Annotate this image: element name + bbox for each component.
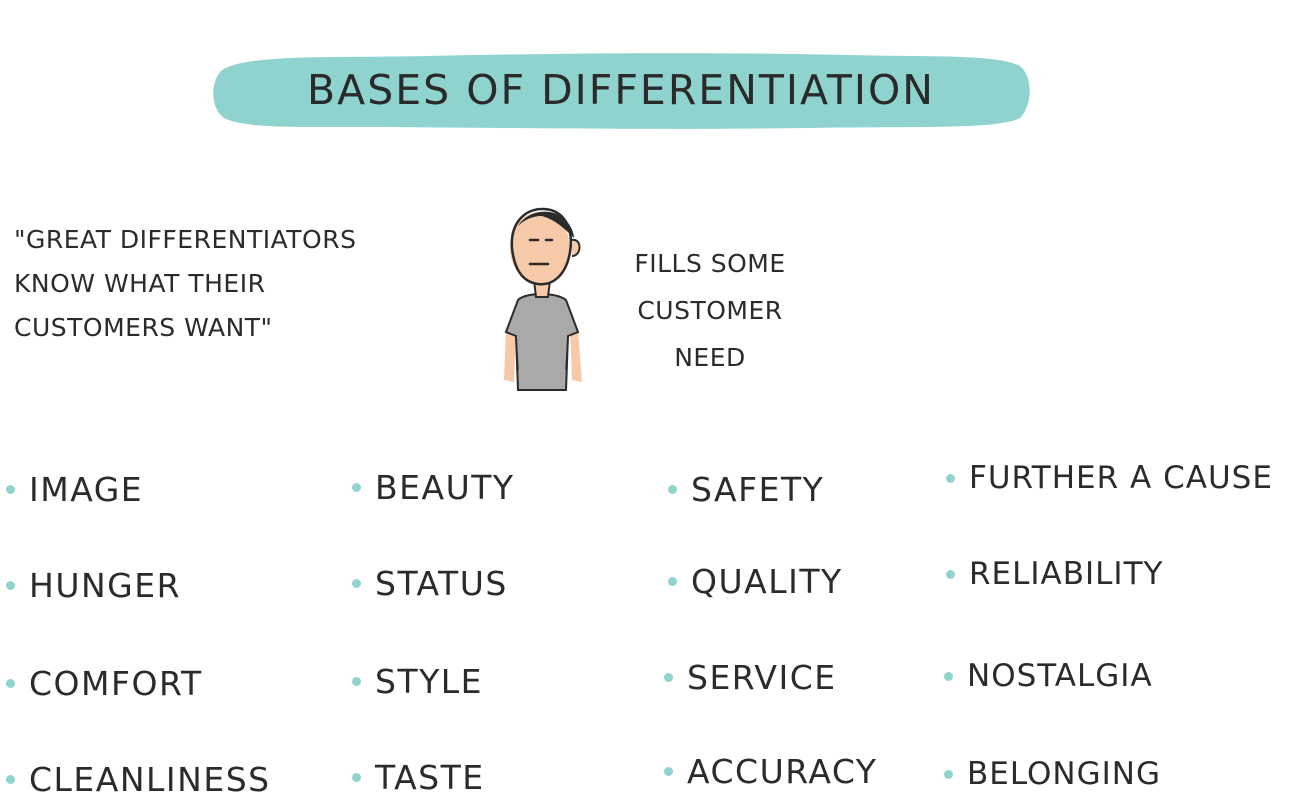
- hair: [518, 211, 574, 238]
- base-item-accuracy: ACCURACY: [664, 752, 877, 791]
- base-label: ACCURACY: [687, 752, 878, 791]
- base-label: CLEANLINESS: [29, 760, 271, 799]
- need-line: FILLS SOME: [634, 249, 786, 278]
- left-arm: [504, 328, 516, 382]
- brush-stroke-icon: [213, 53, 1030, 129]
- base-label: HUNGER: [29, 566, 182, 605]
- base-item-taste: TASTE: [352, 758, 485, 797]
- bullet-icon: [668, 485, 677, 494]
- bullet-icon: [352, 579, 361, 588]
- base-item-cleanliness: CLEANLINESS: [6, 760, 271, 799]
- ear: [571, 238, 581, 257]
- person-icon: [504, 207, 582, 391]
- base-label: STATUS: [375, 564, 508, 603]
- right-arm: [570, 328, 582, 382]
- bullet-icon: [664, 767, 673, 776]
- base-item-quality: QUALITY: [668, 562, 843, 601]
- shirt-seam: [565, 335, 569, 371]
- base-label: QUALITY: [691, 562, 843, 601]
- base-label: FURTHER A CAUSE: [969, 460, 1273, 496]
- quote-line: KNOW WHAT THEIR: [14, 269, 266, 298]
- base-item-hunger: HUNGER: [6, 566, 181, 605]
- need-line: CUSTOMER: [637, 296, 783, 325]
- base-item-reliability: RELIABILITY: [946, 556, 1163, 592]
- shirt-seam: [515, 335, 519, 371]
- quote-line: CUSTOMERS WANT": [14, 313, 273, 342]
- base-label: COMFORT: [29, 664, 203, 703]
- bullet-icon: [6, 485, 15, 494]
- base-item-belonging: BELONGING: [944, 756, 1161, 792]
- base-label: STYLE: [375, 662, 483, 701]
- base-item-style: STYLE: [352, 662, 483, 701]
- bullet-icon: [6, 581, 15, 590]
- base-item-nostalgia: NOSTALGIA: [944, 658, 1153, 694]
- base-label: IMAGE: [29, 470, 144, 509]
- bullet-icon: [946, 473, 955, 483]
- bullet-icon: [944, 671, 953, 681]
- bullet-icon: [352, 677, 361, 686]
- banner-fill: [213, 53, 1030, 129]
- base-item-safety: SAFETY: [668, 470, 824, 509]
- head: [510, 212, 570, 284]
- need-block: FILLS SOME CUSTOMER NEED: [600, 240, 820, 381]
- bullet-icon: [668, 577, 677, 586]
- base-item-further-a-cause: FURTHER A CAUSE: [946, 460, 1273, 496]
- bullet-icon: [6, 775, 15, 784]
- shirt: [504, 293, 580, 391]
- bullet-icon: [946, 569, 955, 579]
- bullet-icon: [664, 673, 673, 682]
- base-item-image: IMAGE: [6, 470, 143, 509]
- base-label: RELIABILITY: [969, 556, 1164, 592]
- base-label: SERVICE: [687, 658, 837, 697]
- quote-block: "GREAT DIFFERENTIATORS KNOW WHAT THEIR C…: [14, 218, 454, 350]
- base-item-status: STATUS: [352, 564, 508, 603]
- title-banner: BASES OF DIFFERENTIATION: [208, 48, 1034, 132]
- base-label: NOSTALGIA: [967, 658, 1153, 694]
- base-label: SAFETY: [691, 470, 825, 509]
- base-item-comfort: COMFORT: [6, 664, 203, 703]
- bullet-icon: [944, 769, 953, 779]
- quote-line: "GREAT DIFFERENTIATORS: [14, 225, 357, 254]
- base-item-service: SERVICE: [664, 658, 837, 697]
- need-line: NEED: [674, 343, 746, 372]
- base-item-beauty: BEAUTY: [352, 468, 515, 507]
- bullet-icon: [352, 483, 361, 492]
- bullet-icon: [6, 679, 15, 688]
- bullet-icon: [352, 773, 361, 782]
- base-label: TASTE: [375, 758, 485, 797]
- person-illustration-icon: [492, 200, 592, 395]
- head-outline: [510, 207, 573, 286]
- page-title: BASES OF DIFFERENTIATION: [307, 66, 935, 114]
- base-label: BELONGING: [967, 756, 1161, 792]
- base-label: BEAUTY: [375, 468, 515, 507]
